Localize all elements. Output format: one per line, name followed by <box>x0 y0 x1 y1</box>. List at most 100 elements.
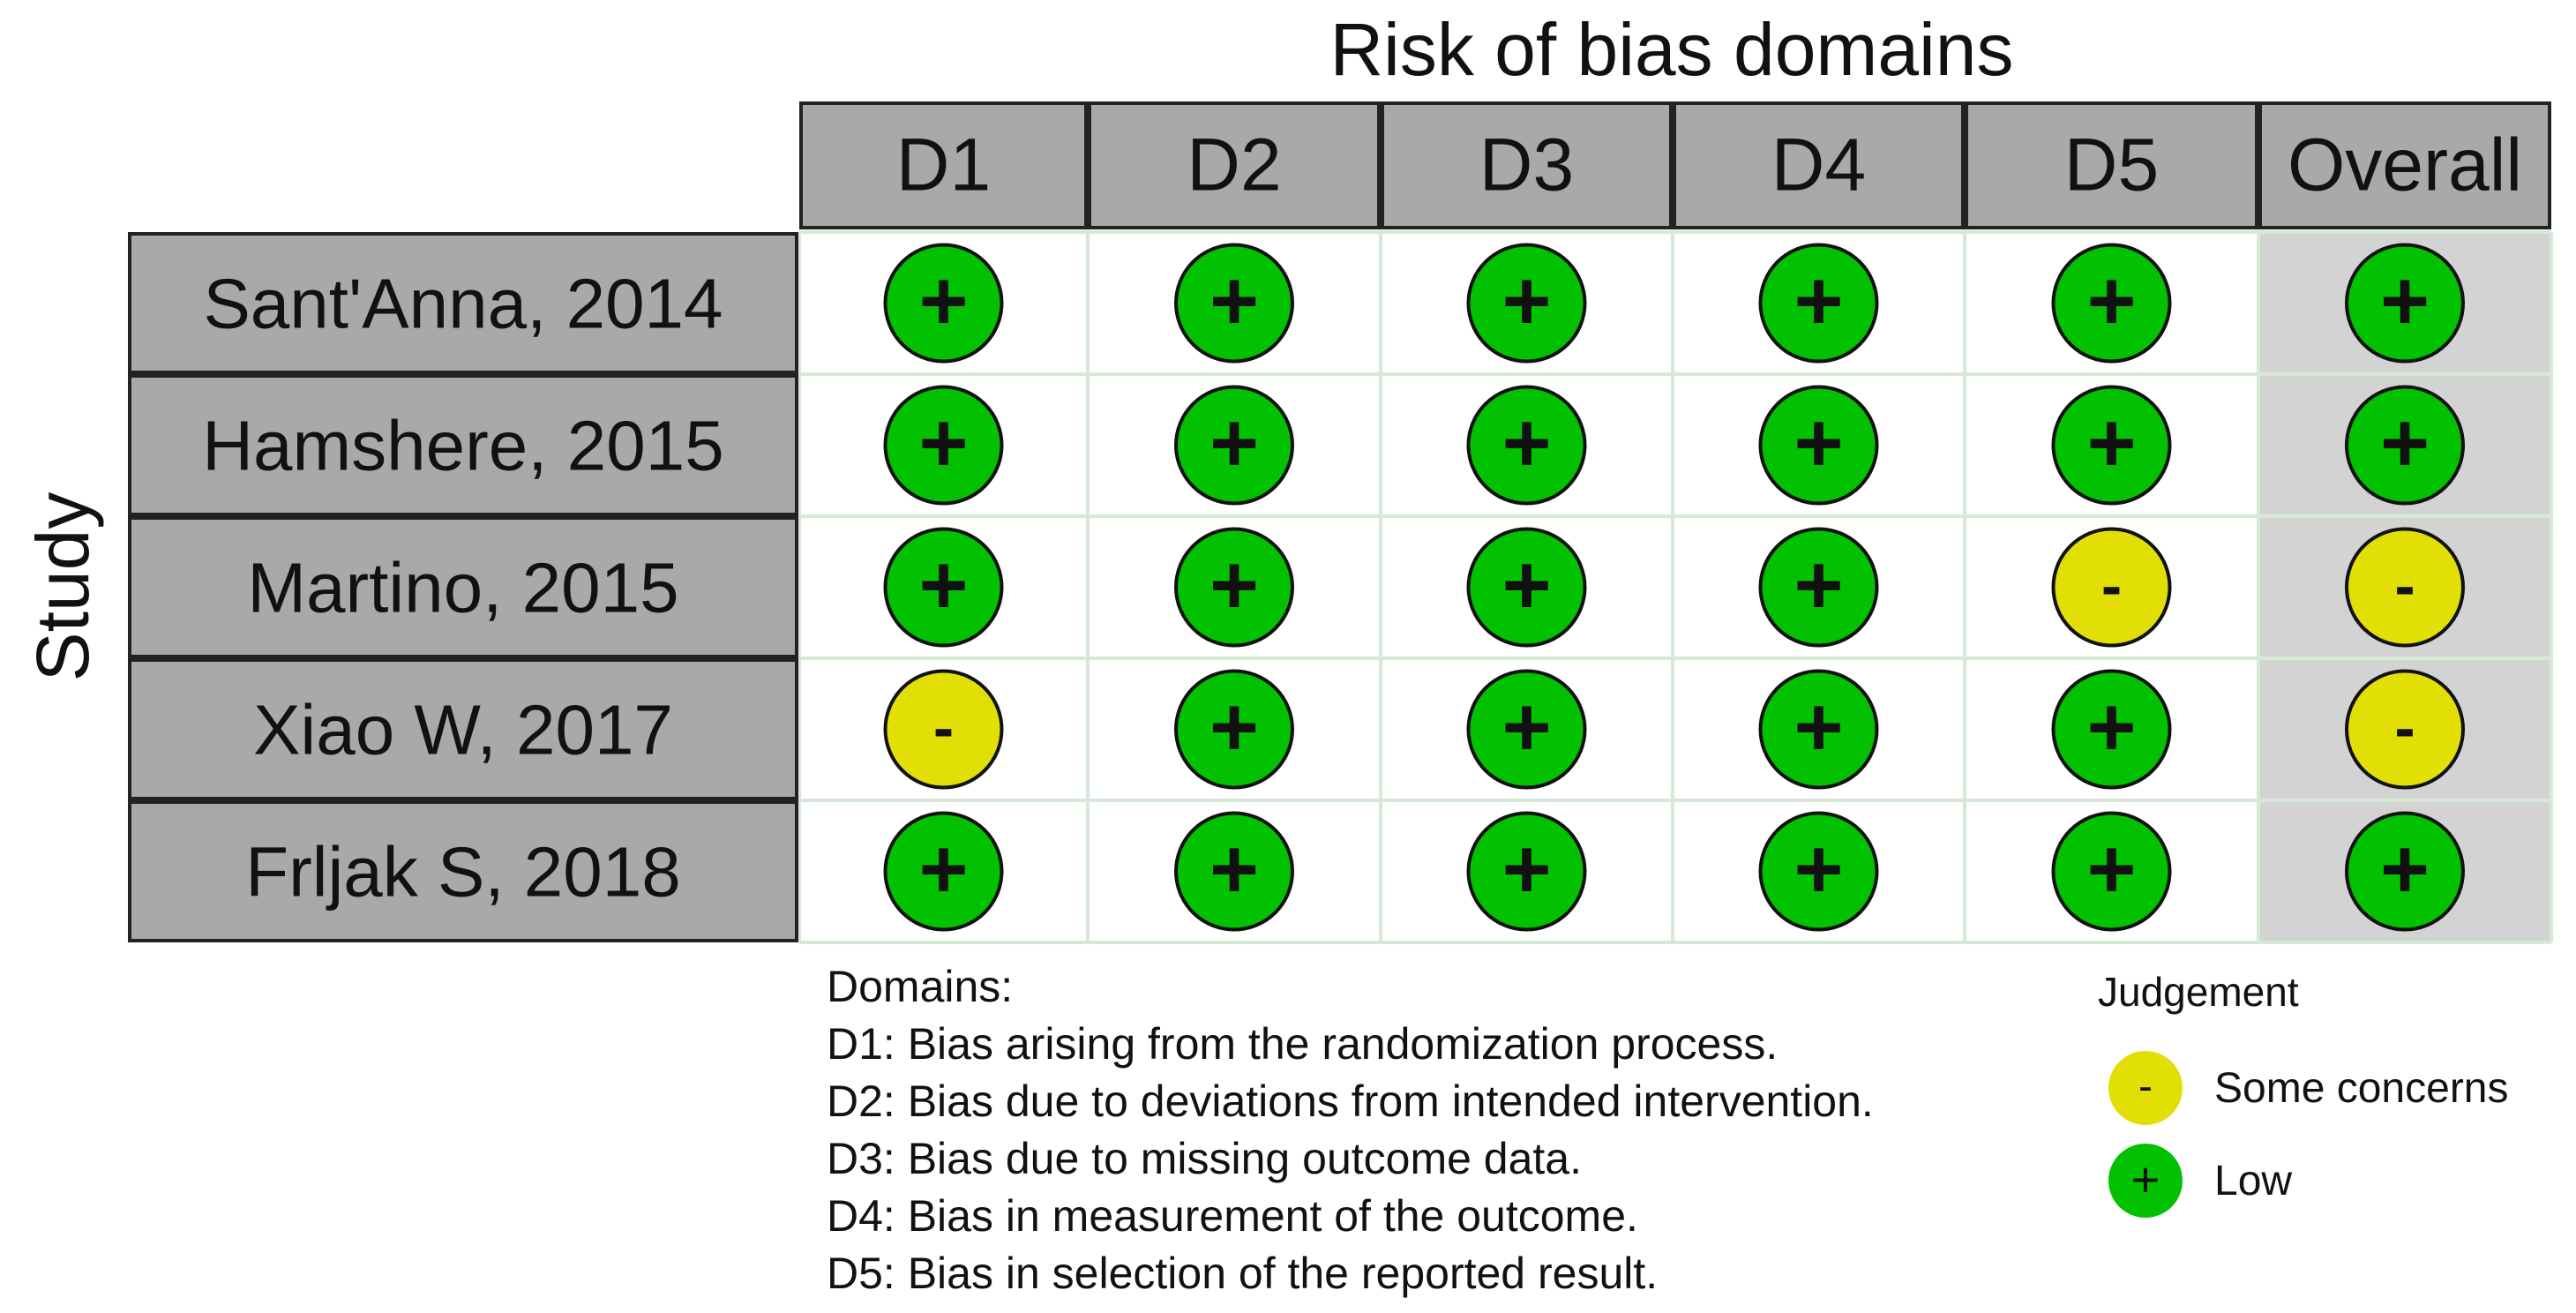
judgement-circle <box>1758 669 1879 790</box>
judgement-symbol: + <box>918 822 968 917</box>
judgement-circle <box>2051 669 2172 790</box>
judgement-circle <box>2051 811 2172 932</box>
judgement-symbol: + <box>2380 396 2430 491</box>
judgement-symbol: + <box>2086 254 2136 349</box>
study-label-cell <box>128 800 798 942</box>
column-header-cell <box>2258 101 2551 229</box>
judgement-symbol: + <box>2086 396 2136 491</box>
judgement-circle <box>1174 811 1294 932</box>
judgement-symbol: + <box>1793 254 1843 349</box>
judgement-symbol: + <box>1209 680 1259 775</box>
judgement-symbol: + <box>1209 254 1259 349</box>
study-label: Frljak S, 2018 <box>245 833 681 912</box>
study-label-cell <box>128 232 798 374</box>
column-header-cell <box>1965 101 2258 229</box>
column-header-label-d3: D3 <box>1479 124 1574 206</box>
judgement-table: D1 D2 D3 D4 D5 Overall Sant'Anna, 2014 + + + + + + Ha… <box>128 101 2553 944</box>
judgement-circle <box>1758 811 1879 932</box>
judgement-symbol: + <box>1209 822 1259 917</box>
column-header-cell <box>1673 101 1965 229</box>
study-label-cell <box>128 374 798 516</box>
judgement-symbol: + <box>918 254 968 349</box>
judgement-circle <box>2345 811 2465 932</box>
judgement-circle <box>2345 669 2465 790</box>
judgement-symbol: + <box>1501 822 1551 917</box>
judgement-circle <box>1174 527 1294 648</box>
judgement-symbol: - <box>2101 551 2122 620</box>
legend-label: Some concerns <box>2214 1065 2509 1112</box>
judgement-circle <box>2345 243 2465 364</box>
judgement-circle <box>1758 243 1879 364</box>
y-axis-label: Study <box>21 492 104 682</box>
judgement-circle <box>883 527 1004 648</box>
judgement-symbol: + <box>1209 396 1259 491</box>
judgement-symbol: + <box>1501 680 1551 775</box>
judgement-symbol: + <box>918 396 968 491</box>
judgement-symbol: + <box>918 538 968 633</box>
judgement-symbol: + <box>1501 254 1551 349</box>
judgement-circle <box>1466 385 1587 506</box>
judgement-circle <box>1758 385 1879 506</box>
domain-description-d4: D4: Bias in measurement of the outcome. <box>827 1191 1638 1241</box>
judgement-circle <box>1174 669 1294 790</box>
study-label: Martino, 2015 <box>247 549 678 627</box>
judgement-circle <box>1466 811 1587 932</box>
column-header-cell <box>1381 101 1673 229</box>
judgement-circle <box>883 811 1004 932</box>
study-label: Xiao W, 2017 <box>253 691 673 769</box>
column-header-label-d1: D1 <box>896 124 991 206</box>
judgement-symbol: - <box>2394 694 2415 762</box>
judgement-symbol: + <box>1501 538 1551 633</box>
judgement-circle <box>2051 385 2172 506</box>
column-header-label-overall: Overall <box>2288 124 2522 206</box>
judgement-symbol: + <box>1793 538 1843 633</box>
judgement-symbol: + <box>1793 822 1843 917</box>
legend-label: Low <box>2214 1158 2292 1204</box>
legend-symbol: + <box>2131 1152 2160 1207</box>
column-header-label-d5: D5 <box>2064 124 2159 206</box>
chart-title: Risk of bias domains <box>1330 8 2014 91</box>
domain-description-d5: D5: Bias in selection of the reported re… <box>827 1249 1658 1298</box>
judgement-circle <box>1466 669 1587 790</box>
judgement-circle <box>2345 527 2465 648</box>
judgement-circle <box>1174 243 1294 364</box>
study-label: Sant'Anna, 2014 <box>203 265 723 343</box>
judgement-symbol: + <box>2380 254 2430 349</box>
legend-swatch <box>2108 1051 2183 1125</box>
judgement-circle <box>1758 527 1879 648</box>
domain-description-d3: D3: Bias due to missing outcome data. <box>827 1134 1582 1183</box>
column-header-label-d2: D2 <box>1187 124 1281 206</box>
judgement-symbol: + <box>1209 538 1259 633</box>
column-header-cell <box>799 101 1088 229</box>
judgement-circle <box>2345 385 2465 506</box>
judgement-circle <box>883 385 1004 506</box>
study-label-cell <box>128 658 798 800</box>
judgement-symbol: + <box>2086 822 2136 917</box>
judgement-circle <box>2051 527 2172 648</box>
judgement-symbol: + <box>1793 396 1843 491</box>
study-label-cell <box>128 516 798 658</box>
domains-title: Domains: <box>827 962 1013 1011</box>
column-header-cell <box>1088 101 1381 229</box>
domain-description-d2: D2: Bias due to deviations from intended… <box>827 1077 1874 1126</box>
judgement-circle <box>1466 243 1587 364</box>
legend: - Some concerns + Low <box>2108 1051 2509 1218</box>
judgement-circle <box>1466 527 1587 648</box>
domain-description-d1: D1: Bias arising from the randomization … <box>827 1019 1778 1069</box>
judgement-symbol: - <box>2394 551 2415 620</box>
judgement-circle <box>883 243 1004 364</box>
judgement-symbol: + <box>2086 680 2136 775</box>
legend-swatch <box>2108 1144 2183 1218</box>
legend-title: Judgement <box>2098 969 2299 1015</box>
judgement-symbol: + <box>2380 822 2430 917</box>
judgement-circle <box>2051 243 2172 364</box>
judgement-symbol: + <box>1501 396 1551 491</box>
judgement-symbol: + <box>1793 680 1843 775</box>
study-label: Hamshere, 2015 <box>202 407 723 485</box>
judgement-circle <box>1174 385 1294 506</box>
judgement-circle <box>883 669 1004 790</box>
judgement-symbol: - <box>933 694 954 762</box>
legend-symbol: - <box>2138 1063 2153 1110</box>
column-header-label-d4: D4 <box>1771 124 1866 206</box>
